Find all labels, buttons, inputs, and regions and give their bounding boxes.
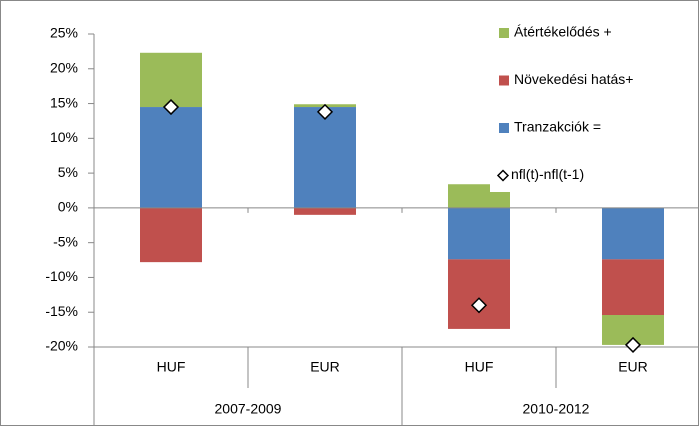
y-tick-label: 0% [58,199,78,215]
legend-label: Tranzakciók = [514,119,601,135]
y-tick-label: 20% [50,59,78,75]
legend-box [490,14,690,192]
marker [470,297,488,314]
bar-segment [448,207,510,260]
marker [624,336,642,353]
y-tick-label: -20% [45,338,78,354]
bar-segment [294,107,356,208]
bar-segment [602,259,664,316]
group-label: 2007-2009 [215,401,282,417]
legend-swatch [499,28,509,38]
y-tick-label: -15% [45,303,78,319]
y-tick-label: 10% [50,129,78,145]
bar-segment [602,207,664,260]
y-tick-label: -5% [53,233,78,249]
legend-swatch [499,75,509,86]
marker [162,98,180,116]
bar-segment [294,207,356,215]
bar-segment [140,52,202,108]
legend-label: Növekedési hatás+ [514,71,633,87]
y-tick-label: 25% [50,25,78,41]
legend-label: Átértékelődés + [514,24,612,40]
x-tick-label: EUR [310,359,340,375]
bar-segment [140,107,202,208]
legend-swatch [499,123,509,133]
y-tick-label: -10% [45,268,78,284]
bar-segment [448,259,510,329]
legend-marker [496,169,510,182]
marker [316,103,334,120]
y-tick-label: 15% [50,94,78,110]
x-tick-label: EUR [618,359,648,375]
bar-segment [140,207,202,263]
x-tick-label: HUF [157,359,186,375]
legend-label: nfl(t)-nfl(t-1) [511,166,584,182]
x-tick-label: HUF [465,359,494,375]
y-tick-label: 5% [58,164,78,180]
group-label: 2010-2012 [523,401,590,417]
